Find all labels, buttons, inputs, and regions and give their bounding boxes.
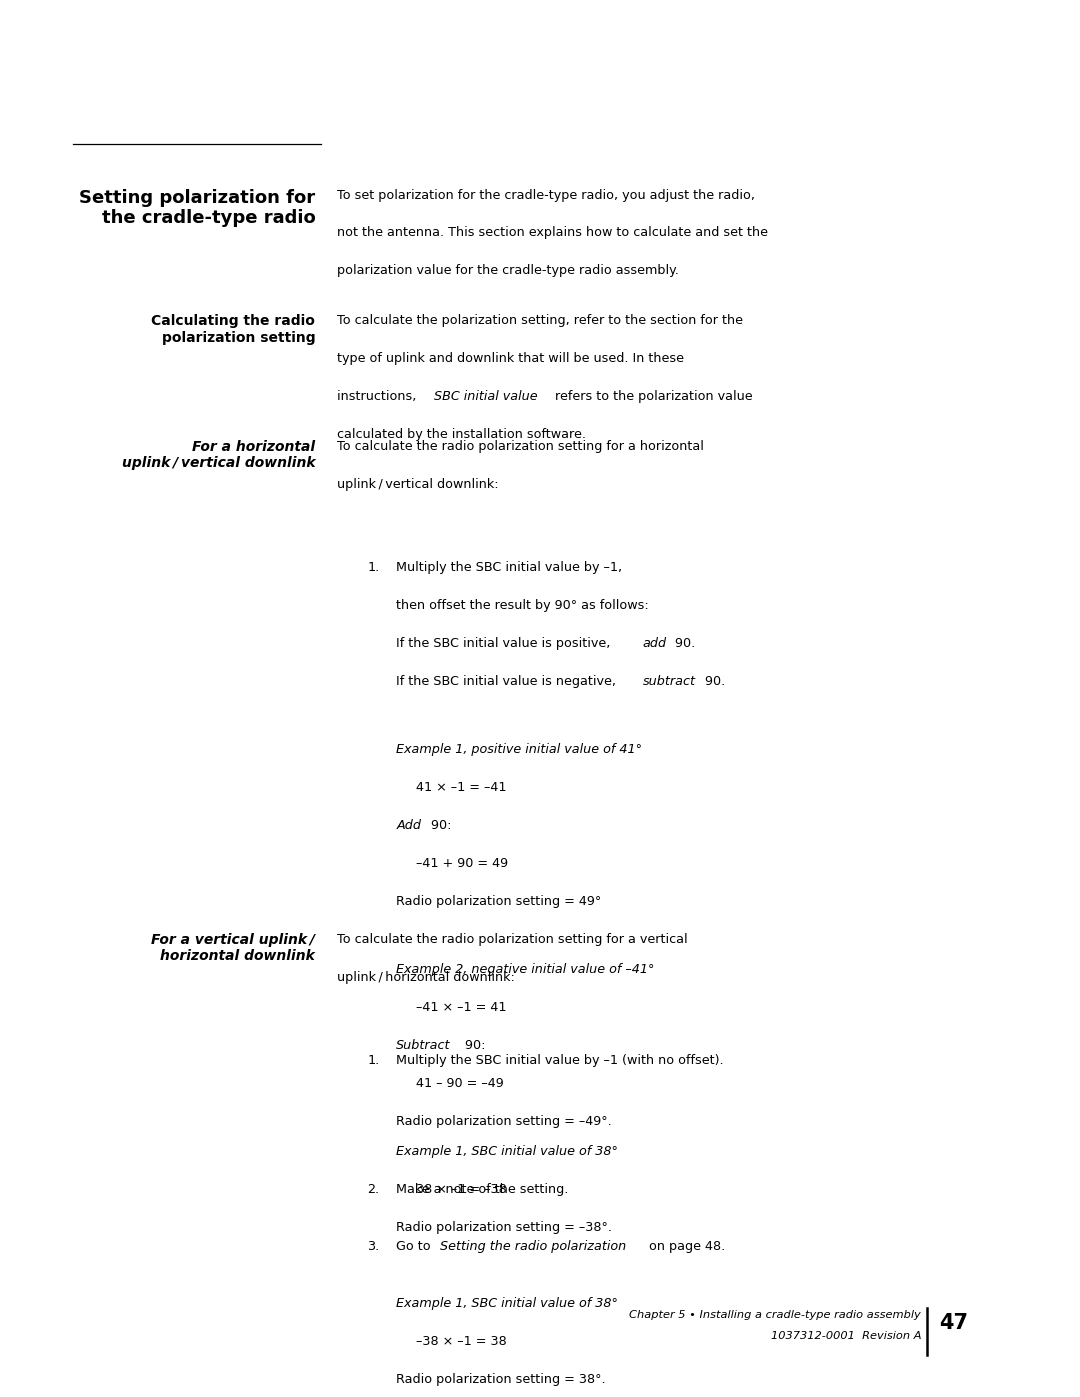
- Text: 90:: 90:: [427, 819, 451, 833]
- Text: 90.: 90.: [701, 675, 725, 687]
- Text: 1.: 1.: [367, 562, 379, 574]
- Text: on page 48.: on page 48.: [645, 1239, 725, 1253]
- Text: Add: Add: [396, 819, 421, 833]
- Text: Setting the radio polarization: Setting the radio polarization: [440, 1239, 625, 1253]
- Text: uplink / vertical downlink:: uplink / vertical downlink:: [337, 478, 499, 490]
- Text: Radio polarization setting = 49°: Radio polarization setting = 49°: [396, 894, 602, 908]
- Text: –41 × –1 = 41: –41 × –1 = 41: [416, 1000, 507, 1014]
- Text: Setting polarization for
the cradle-type radio: Setting polarization for the cradle-type…: [79, 189, 315, 228]
- Text: subtract: subtract: [643, 675, 696, 687]
- Text: not the antenna. This section explains how to calculate and set the: not the antenna. This section explains h…: [337, 226, 768, 239]
- Text: 1037312-0001  Revision A: 1037312-0001 Revision A: [771, 1331, 921, 1341]
- Text: Calculating the radio
polarization setting: Calculating the radio polarization setti…: [151, 314, 315, 345]
- Text: If the SBC initial value is negative,: If the SBC initial value is negative,: [396, 675, 620, 687]
- Text: 3.: 3.: [367, 1239, 379, 1253]
- Text: add: add: [643, 637, 666, 650]
- Text: To calculate the radio polarization setting for a vertical: To calculate the radio polarization sett…: [337, 933, 688, 946]
- Text: To set polarization for the cradle-type radio, you adjust the radio,: To set polarization for the cradle-type …: [337, 189, 755, 201]
- Text: To calculate the polarization setting, refer to the section for the: To calculate the polarization setting, r…: [337, 314, 743, 327]
- Text: 38 × –1 = –38: 38 × –1 = –38: [416, 1183, 507, 1196]
- Text: 90:: 90:: [461, 1039, 486, 1052]
- Text: If the SBC initial value is positive,: If the SBC initial value is positive,: [396, 637, 615, 650]
- Text: Go to: Go to: [396, 1239, 435, 1253]
- Text: Radio polarization setting = –38°.: Radio polarization setting = –38°.: [396, 1221, 612, 1234]
- Text: Make a note of the setting.: Make a note of the setting.: [396, 1183, 569, 1196]
- Text: uplink / horizontal downlink:: uplink / horizontal downlink:: [337, 971, 515, 983]
- Text: calculated by the installation software.: calculated by the installation software.: [337, 427, 586, 441]
- Text: Example 1, SBC initial value of 38°: Example 1, SBC initial value of 38°: [396, 1296, 618, 1310]
- Text: To calculate the radio polarization setting for a horizontal: To calculate the radio polarization sett…: [337, 440, 704, 453]
- Text: Radio polarization setting = –49°.: Radio polarization setting = –49°.: [396, 1115, 612, 1127]
- Text: Multiply the SBC initial value by –1,: Multiply the SBC initial value by –1,: [396, 562, 622, 574]
- Text: Multiply the SBC initial value by –1 (with no offset).: Multiply the SBC initial value by –1 (wi…: [396, 1055, 724, 1067]
- Text: Subtract: Subtract: [396, 1039, 450, 1052]
- Text: –38 × –1 = 38: –38 × –1 = 38: [416, 1336, 507, 1348]
- Text: 2.: 2.: [367, 1183, 379, 1196]
- Text: Chapter 5 • Installing a cradle-type radio assembly: Chapter 5 • Installing a cradle-type rad…: [630, 1310, 921, 1320]
- Text: For a horizontal
uplink / vertical downlink: For a horizontal uplink / vertical downl…: [122, 440, 315, 471]
- Text: instructions,: instructions,: [337, 390, 420, 404]
- Text: –41 + 90 = 49: –41 + 90 = 49: [416, 856, 508, 870]
- Text: 41 × –1 = –41: 41 × –1 = –41: [416, 781, 507, 793]
- Text: then offset the result by 90° as follows:: then offset the result by 90° as follows…: [396, 599, 649, 612]
- Text: 90.: 90.: [671, 637, 694, 650]
- Text: 1.: 1.: [367, 1055, 379, 1067]
- Text: Example 2, negative initial value of –41°: Example 2, negative initial value of –41…: [396, 963, 654, 977]
- Text: type of uplink and downlink that will be used. In these: type of uplink and downlink that will be…: [337, 352, 684, 365]
- Text: refers to the polarization value: refers to the polarization value: [551, 390, 753, 404]
- Text: polarization value for the cradle-type radio assembly.: polarization value for the cradle-type r…: [337, 264, 679, 278]
- Text: 41 – 90 = –49: 41 – 90 = –49: [416, 1077, 503, 1090]
- Text: Radio polarization setting = 38°.: Radio polarization setting = 38°.: [396, 1373, 606, 1386]
- Text: For a vertical uplink /
horizontal downlink: For a vertical uplink / horizontal downl…: [151, 933, 315, 964]
- Text: Example 1, positive initial value of 41°: Example 1, positive initial value of 41°: [396, 743, 643, 756]
- Text: Example 1, SBC initial value of 38°: Example 1, SBC initial value of 38°: [396, 1146, 618, 1158]
- Text: SBC initial value: SBC initial value: [434, 390, 538, 404]
- Text: 47: 47: [940, 1313, 969, 1333]
